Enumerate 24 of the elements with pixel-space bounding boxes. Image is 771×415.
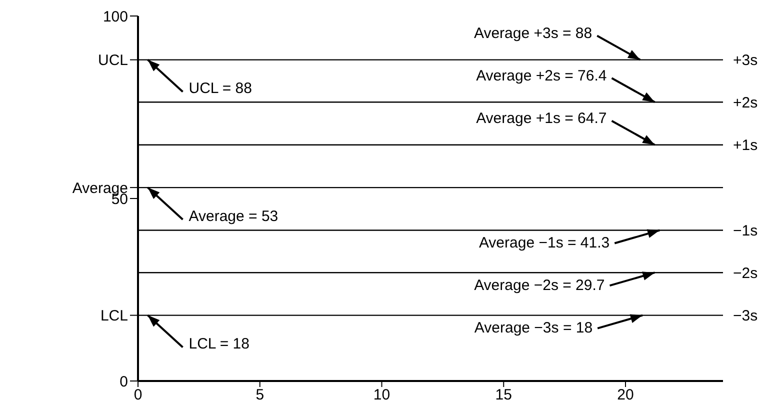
annotation: Average +1s = 64.7 — [476, 110, 607, 128]
x-tick-label: 20 — [617, 386, 634, 404]
annotation: Average +3s = 88 — [474, 25, 592, 42]
annotation: Average −2s = 29.7 — [474, 276, 605, 294]
ref-line-label: +3s — [733, 52, 758, 70]
y-tick-label: 0 — [120, 373, 128, 390]
y-tick-label: LCL — [100, 308, 128, 325]
x-tick-label: 10 — [373, 386, 390, 404]
y-tick-label: 100 — [102, 8, 128, 26]
ref-line-label: −2s — [733, 264, 758, 282]
annotation: Average +2s = 76.4 — [476, 67, 607, 84]
x-tick-label: 5 — [256, 386, 264, 404]
ref-line-label: +1s — [733, 137, 758, 154]
ref-line-label: +2s — [733, 94, 758, 112]
x-tick-label: 0 — [134, 386, 142, 404]
annotation: Average −3s = 18 — [474, 320, 593, 337]
ref-line-label: −3s — [733, 308, 758, 325]
ref-line-label: −1s — [733, 222, 758, 240]
annotation: LCL = 18 — [188, 336, 250, 353]
annotation: Average −1s = 41.3 — [478, 234, 610, 252]
annotation: UCL = 88 — [188, 80, 252, 98]
annotation: Average = 53 — [188, 208, 278, 225]
y-tick-label: UCL — [98, 52, 128, 70]
x-tick-label: 15 — [495, 386, 512, 404]
